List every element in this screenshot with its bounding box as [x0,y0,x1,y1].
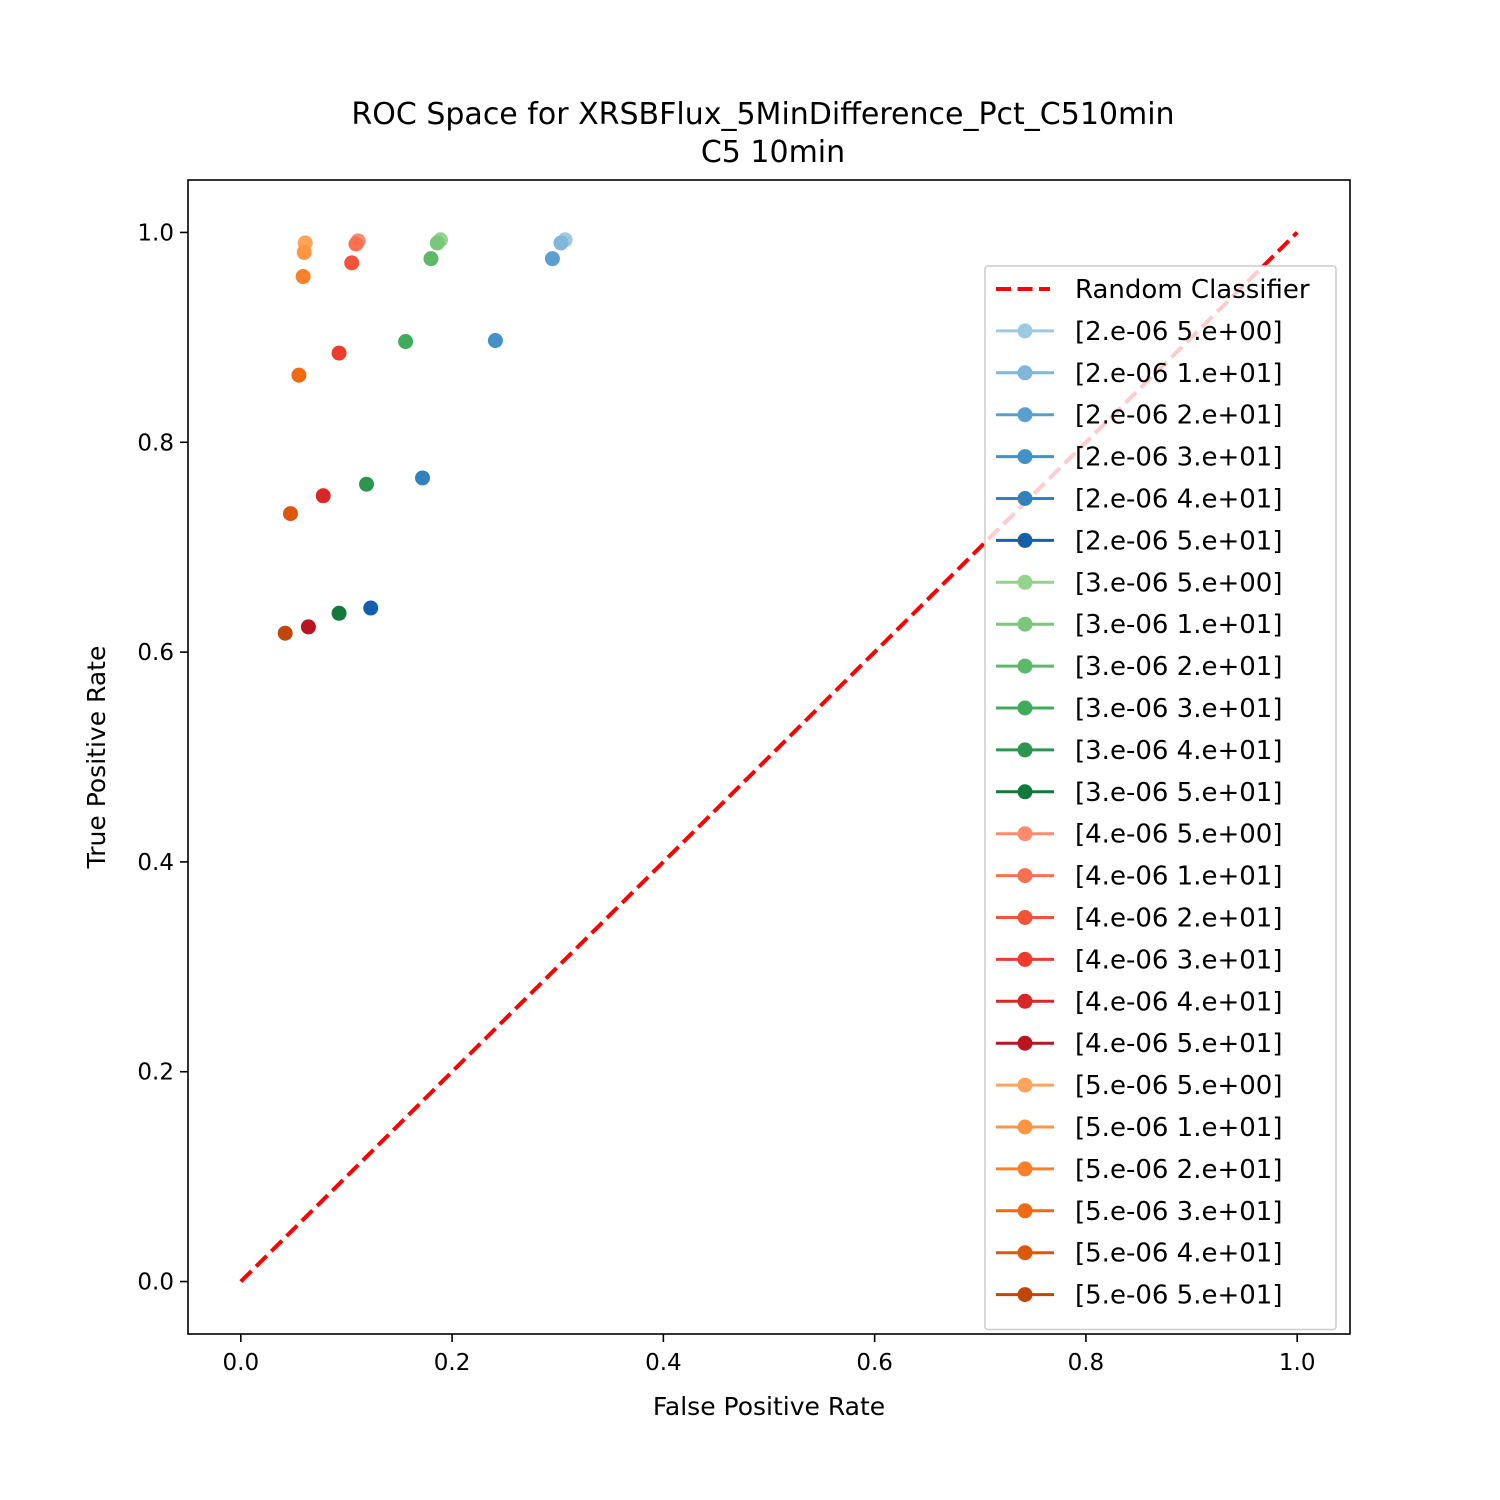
legend-marker [1017,868,1033,884]
legend-label: [5.e-06 5.e+01] [1075,1281,1283,1311]
legend-marker [1017,910,1033,925]
data-point [296,244,312,260]
legend-marker [1017,1077,1033,1093]
axes-frame [187,179,1351,1335]
legend-marker [1017,1035,1033,1051]
legend-label: Random Classifier [1075,275,1310,305]
legend-marker [1017,1119,1033,1135]
legend-label: [3.e-06 1.e+01] [1075,610,1283,640]
legend-marker [1017,491,1033,506]
data-point [282,506,298,522]
legend-label: [2.e-06 1.e+01] [1075,359,1283,389]
legend: Random Classifier [2.e-06 5.e+00] [2.e-06 … [984,265,1337,1331]
y-tick-label: 0.0 [137,1270,174,1296]
legend-label: [4.e-06 5.e+00] [1075,820,1283,850]
chart-subtitle: C5 10min [701,135,845,170]
legend-marker [1017,1203,1033,1219]
legend-label: [2.e-06 4.e+01] [1075,485,1283,515]
data-point [363,600,379,616]
legend-label: [2.e-06 2.e+01] [1075,401,1283,431]
legend-marker [1017,1287,1033,1303]
legend-marker [1017,742,1033,758]
legend-label: [5.e-06 2.e+01] [1075,1155,1283,1185]
legend-marker [1017,532,1033,548]
data-point [344,255,360,271]
x-tick-label: 0.4 [645,1350,682,1376]
legend-marker [1017,951,1033,967]
x-axis: 0.0 0.2 0.4 0.6 0.8 1.0 [223,1334,1316,1376]
legend-label: [2.e-06 3.e+01] [1075,443,1283,473]
legend-label: [3.e-06 5.e+01] [1075,778,1283,808]
legend-label: [2.e-06 5.e+01] [1075,526,1283,556]
legend-marker [1017,658,1033,674]
legend-label: [4.e-06 5.e+01] [1075,1029,1283,1059]
legend-label: [2.e-06 5.e+00] [1075,317,1283,347]
legend-marker [1017,323,1033,339]
data-point [295,269,311,285]
x-tick-label: 0.2 [434,1350,471,1376]
legend-marker [1017,1161,1033,1177]
data-point [553,235,569,251]
data-point [544,251,560,267]
data-point [429,235,445,251]
data-point [331,345,347,361]
legend-label: [4.e-06 4.e+01] [1075,987,1283,1017]
legend-marker [1017,407,1033,423]
y-tick-label: 0.4 [137,850,174,876]
data-point [300,619,316,635]
x-tick-label: 0.6 [856,1350,893,1376]
data-point [359,476,375,492]
legend-marker [1017,700,1033,716]
legend-label: [5.e-06 1.e+01] [1075,1113,1283,1143]
x-tick-label: 0.8 [1068,1350,1105,1376]
y-axis-label: True Positive Rate [82,646,111,870]
legend-marker [1017,449,1033,465]
legend-label: [4.e-06 1.e+01] [1075,862,1283,892]
data-point [487,333,503,349]
legend-label: [5.e-06 4.e+01] [1075,1239,1283,1269]
data-point [415,470,431,486]
legend-label: [3.e-06 5.e+00] [1075,568,1283,598]
data-point [291,367,307,383]
data-point [315,488,331,504]
legend-label: [3.e-06 4.e+01] [1075,736,1283,766]
y-tick-label: 1.0 [137,220,174,246]
y-tick-label: 0.2 [137,1060,174,1086]
data-point [398,334,414,350]
data-point [277,625,293,641]
legend-marker [1017,784,1033,800]
data-point [423,251,439,267]
y-tick-label: 0.6 [137,640,174,666]
legend-label: [4.e-06 2.e+01] [1075,904,1283,934]
x-axis-label: False Positive Rate [653,1392,885,1421]
legend-label: [3.e-06 3.e+01] [1075,694,1283,724]
legend-marker [1017,365,1033,381]
data-point [331,605,347,621]
legend-marker [1017,574,1033,590]
data-point [348,236,364,252]
legend-marker [1017,993,1033,1009]
y-tick-label: 0.8 [137,430,174,456]
random-classifier-line [239,231,1299,1283]
legend-marker [1017,826,1033,842]
legend-label: [4.e-06 3.e+01] [1075,945,1283,975]
legend-frame [984,265,1337,1331]
plot-area [239,231,1299,1283]
legend-marker [1017,1245,1033,1261]
legend-label: [3.e-06 2.e+01] [1075,652,1283,682]
legend-label: [5.e-06 3.e+01] [1075,1197,1283,1227]
legend-label: [5.e-06 5.e+00] [1075,1071,1283,1101]
legend-marker [1017,616,1033,632]
y-axis: 0.0 0.2 0.4 0.6 0.8 1.0 [137,220,188,1296]
x-tick-label: 0.0 [223,1350,260,1376]
chart-title: ROC Space for XRSBFlux_5MinDifference_Pc… [351,97,1174,132]
x-tick-label: 1.0 [1279,1350,1316,1376]
